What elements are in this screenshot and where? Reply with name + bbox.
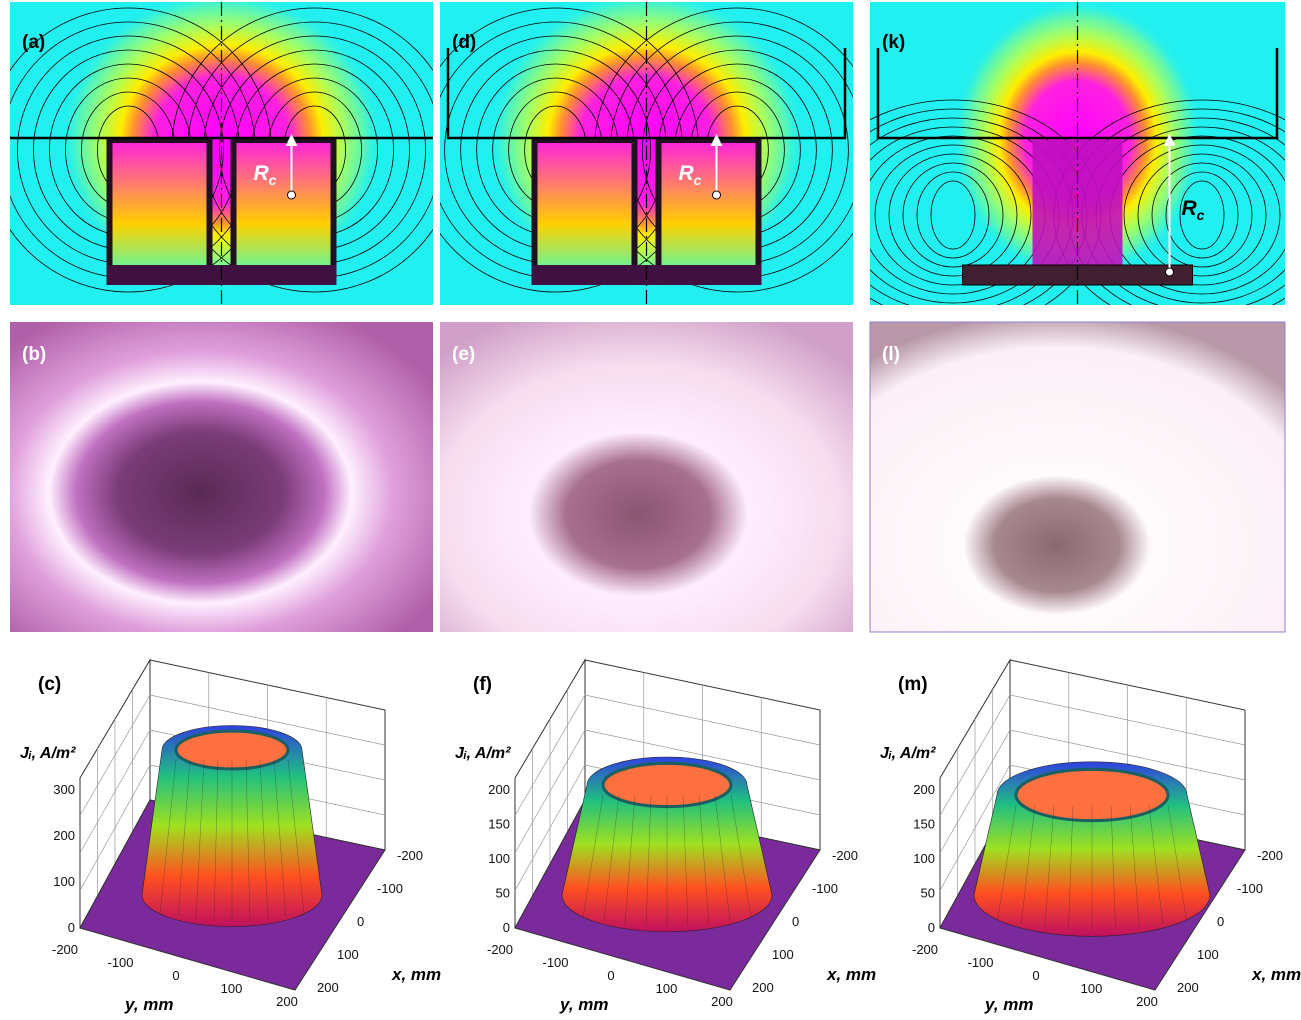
x-tick-label: 0: [792, 914, 799, 929]
y-tick-label: 0: [172, 968, 179, 983]
plot-panel: (f) Jᵢ, A/m² y, mm x, mm 0 50 100 150 200 -200 -10…: [455, 660, 876, 1014]
y-tick-label: -200: [52, 942, 78, 957]
plot-panel: (c) Jᵢ, A/m² y, mm x, mm 0 100 200 300 -200 -100 0…: [20, 660, 441, 1014]
y-tick-label: 0: [607, 968, 614, 983]
rc-point: [288, 191, 296, 199]
y-tick-label: -100: [967, 955, 993, 970]
x-tick-label: 100: [772, 947, 794, 962]
x-tick-label: 100: [337, 947, 359, 962]
y-tick-label: -100: [542, 955, 568, 970]
rc-subscript: c: [269, 172, 277, 188]
y-tick-label: 200: [711, 994, 733, 1009]
z-tick-label: 100: [53, 874, 75, 889]
photo-panel: (e): [440, 322, 853, 632]
field-map-panel: Rc (k): [805, 0, 1301, 330]
panel-label: (a): [22, 32, 45, 53]
magnet-pole: [110, 140, 210, 280]
field-map-panel: Rc (d): [413, 0, 881, 305]
rc-point: [1166, 268, 1174, 276]
rc-symbol: R: [1182, 197, 1198, 220]
rc-point: [713, 191, 721, 199]
panel-label: (b): [22, 344, 46, 365]
x-axis-label: x, mm: [1251, 965, 1301, 984]
rc-subscript: c: [1197, 207, 1205, 223]
photo: [870, 322, 1285, 632]
y-axis-label: y, mm: [559, 995, 609, 1014]
x-tick-label: -200: [1257, 848, 1283, 863]
z-tick-label: 150: [488, 817, 510, 832]
x-tick-label: 0: [1217, 914, 1224, 929]
x-tick-label: -200: [397, 848, 423, 863]
y-tick-label: 100: [221, 981, 243, 996]
y-tick-label: 100: [1081, 981, 1103, 996]
y-tick-label: 0: [1032, 968, 1039, 983]
x-axis-label: x, mm: [391, 965, 441, 984]
panel-label: (d): [452, 32, 476, 53]
x-tick-label: 200: [752, 980, 774, 995]
photo: [440, 322, 853, 632]
rc-subscript: c: [694, 172, 702, 188]
z-axis-label: Jᵢ, A/m²: [20, 745, 76, 762]
z-tick-label: 0: [68, 920, 75, 935]
y-tick-label: -100: [107, 955, 133, 970]
z-tick-label: 100: [913, 851, 935, 866]
x-tick-label: -200: [832, 848, 858, 863]
z-axis-label: Jᵢ, A/m²: [455, 745, 511, 762]
x-tick-label: 100: [1197, 947, 1219, 962]
panel-label: (f): [473, 674, 492, 695]
panel-label: (m): [898, 674, 928, 695]
photo-panel: (l): [870, 322, 1285, 632]
z-axis-label: Jᵢ, A/m²: [880, 745, 936, 762]
y-tick-label: -200: [912, 942, 938, 957]
field-map-content: [805, 0, 1301, 330]
panel-label: (c): [38, 674, 61, 695]
x-tick-label: 200: [1177, 980, 1199, 995]
x-tick-label: -100: [812, 881, 838, 896]
rc-symbol: R: [679, 162, 695, 185]
photo-panel: (b): [10, 322, 433, 632]
y-tick-label: -200: [487, 942, 513, 957]
panel-label: (l): [882, 344, 900, 365]
x-tick-label: -100: [377, 881, 403, 896]
z-tick-label: 100: [488, 851, 510, 866]
field-map-panel: Rc (a): [0, 0, 458, 305]
photo: [10, 322, 433, 632]
y-axis-label: y, mm: [984, 995, 1034, 1014]
z-tick-label: 200: [53, 828, 75, 843]
plot-panel: (m) Jᵢ, A/m² y, mm x, mm 0 50 100 150 200 -200 -10…: [880, 660, 1301, 1014]
rc-symbol: R: [254, 162, 270, 185]
z-tick-label: 200: [913, 782, 935, 797]
z-tick-label: 50: [921, 886, 935, 901]
field-map-content: [413, 0, 881, 305]
y-tick-label: 200: [1136, 994, 1158, 1009]
field-map-content: [0, 0, 458, 305]
z-tick-label: 150: [913, 817, 935, 832]
y-axis-label: y, mm: [124, 995, 174, 1014]
z-tick-label: 50: [496, 886, 510, 901]
y-tick-label: 100: [656, 981, 678, 996]
x-axis-label: x, mm: [826, 965, 876, 984]
magnet-pole: [535, 140, 635, 280]
z-tick-label: 200: [488, 782, 510, 797]
x-tick-label: 200: [317, 980, 339, 995]
x-tick-label: -100: [1237, 881, 1263, 896]
panel-label: (k): [882, 32, 905, 53]
magnet-pole: [234, 140, 334, 280]
magnet-pole: [659, 140, 759, 280]
x-tick-label: 0: [357, 914, 364, 929]
panel-label: (e): [452, 344, 475, 365]
z-tick-label: 300: [53, 782, 75, 797]
y-tick-label: 200: [276, 994, 298, 1009]
figure: Rc (a) Rc (d) Rc (k) (b) (e) (l) (c) Jᵢ, A/m² y, mm…: [0, 0, 1301, 1020]
z-tick-label: 0: [928, 920, 935, 935]
z-tick-label: 0: [503, 920, 510, 935]
